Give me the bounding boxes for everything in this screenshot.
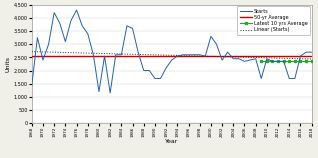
Latest 10 yrs Average (259, 60, 263, 61)
X-axis label: Year: Year (165, 139, 178, 144)
Starts (310, 51, 314, 53)
Latest 10 yrs Average (265, 60, 269, 61)
Starts (243, 60, 246, 62)
Latest 10 yrs Average (271, 60, 274, 61)
Linear (Starts) (232, 56, 235, 58)
Latest 10 yrs Average (299, 60, 302, 61)
Line: Linear (Starts): Linear (Starts) (32, 52, 312, 59)
Linear (Starts) (92, 52, 95, 54)
Starts (125, 25, 129, 27)
Starts (75, 9, 79, 11)
Line: Latest 10 yrs Average: Latest 10 yrs Average (260, 59, 313, 62)
Linear (Starts) (304, 58, 308, 60)
Latest 10 yrs Average (282, 60, 286, 61)
Latest 10 yrs Average (276, 60, 280, 61)
Latest 10 yrs Average (304, 60, 308, 61)
Y-axis label: Units: Units (6, 56, 11, 72)
Latest 10 yrs Average (287, 60, 291, 61)
Linear (Starts) (30, 51, 34, 53)
Linear (Starts) (215, 55, 218, 57)
Linear (Starts) (120, 53, 123, 55)
Latest 10 yrs Average (293, 60, 297, 61)
Latest 10 yrs Average (310, 60, 314, 61)
Starts (304, 51, 308, 53)
Legend: Starts, 50-yr Average, Latest 10 yrs Average, Linear (Starts): Starts, 50-yr Average, Latest 10 yrs Ave… (238, 6, 310, 35)
Linear (Starts) (310, 58, 314, 60)
Starts (30, 84, 34, 86)
Starts (108, 92, 112, 94)
Starts (226, 51, 230, 53)
Linear (Starts) (114, 53, 118, 55)
Line: Starts: Starts (32, 10, 312, 93)
Starts (97, 91, 101, 93)
Starts (131, 27, 135, 29)
